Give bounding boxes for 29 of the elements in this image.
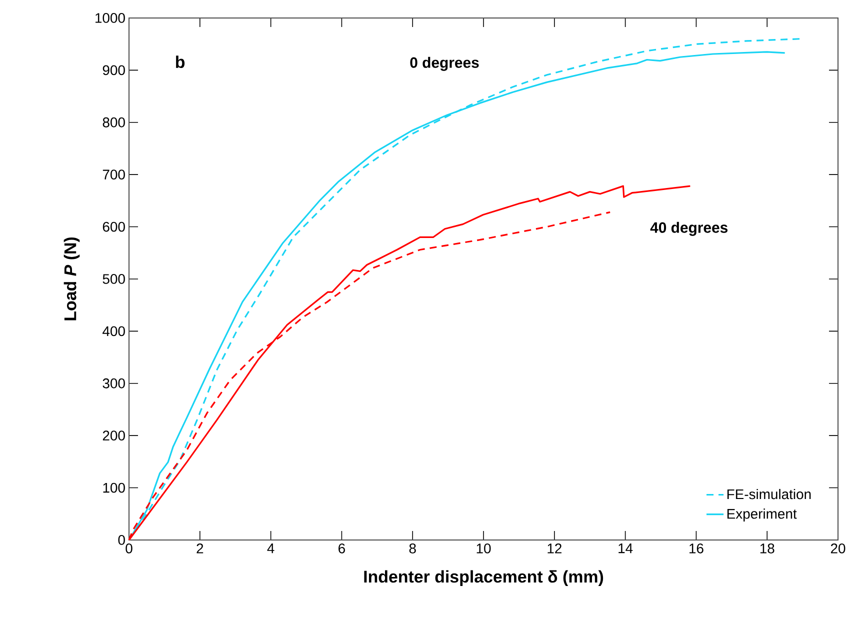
legend-label: Experiment: [727, 508, 797, 522]
x-tick-label: 0: [126, 543, 132, 554]
y-tick-label: 0: [118, 535, 125, 545]
x-tick-label: 18: [760, 543, 774, 554]
y-tick-label: 800: [102, 117, 125, 128]
y-tick-label: 200: [102, 430, 125, 441]
annotation: b: [176, 56, 185, 68]
x-tick-label: 8: [409, 543, 416, 554]
y-tick-label: 100: [103, 482, 125, 493]
y-tick-label: 500: [102, 274, 125, 284]
x-tick-label: 14: [618, 544, 633, 554]
y-tick-label: 900: [102, 65, 125, 76]
x-tick-label: 16: [690, 543, 704, 554]
legend-label: FE-simulation: [727, 488, 811, 500]
y-tick-label: 300: [102, 378, 125, 388]
y-tick-label: 600: [102, 222, 125, 232]
x-axis-title: Indenter displacement δ (mm): [364, 570, 604, 586]
x-tick-label: 20: [830, 543, 846, 554]
annotation: 40 degrees: [650, 222, 728, 236]
x-tick-label: 2: [196, 543, 204, 554]
x-tick-label: 10: [476, 543, 491, 554]
x-tick-label: 6: [338, 543, 345, 554]
y-tick-label: 700: [102, 170, 125, 180]
y-tick-label: 1000: [96, 13, 125, 23]
y-tick-label: 400: [102, 326, 125, 336]
annotation: 0 degrees: [410, 56, 479, 71]
x-tick-label: 12: [548, 543, 562, 554]
y-axis-title: Load P (N): [64, 237, 80, 320]
x-tick-label: 4: [267, 544, 274, 554]
